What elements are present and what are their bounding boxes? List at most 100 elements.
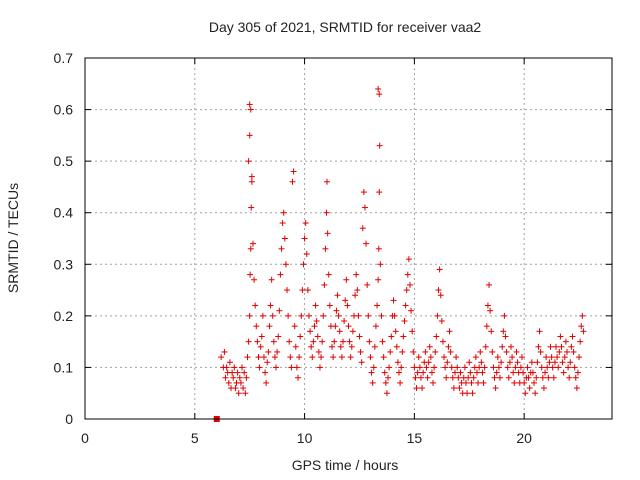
data-point — [340, 338, 347, 345]
data-point — [255, 354, 262, 361]
data-point — [366, 338, 373, 345]
data-point — [478, 359, 485, 366]
data-point — [550, 374, 557, 381]
data-point — [324, 230, 331, 237]
data-point — [309, 354, 316, 361]
data-point — [487, 307, 494, 314]
data-point — [282, 261, 289, 268]
data-point — [482, 343, 489, 350]
data-point — [333, 307, 340, 314]
data-point — [269, 312, 276, 319]
data-point — [537, 348, 544, 355]
data-point — [314, 333, 321, 340]
data-point — [479, 369, 486, 376]
data-point — [358, 359, 365, 366]
data-point — [321, 281, 328, 288]
y-tick-label: 0.4 — [54, 205, 74, 221]
data-point — [243, 374, 250, 381]
data-point — [468, 379, 475, 386]
data-point — [291, 323, 298, 330]
data-point — [276, 307, 283, 314]
data-point — [246, 312, 253, 319]
data-point — [511, 379, 518, 386]
data-point — [301, 235, 308, 242]
data-point — [408, 307, 415, 314]
data-point — [507, 343, 514, 350]
data-point — [229, 369, 236, 376]
data-point — [501, 312, 508, 319]
data-point — [247, 245, 254, 252]
y-tick-label: 0.2 — [54, 308, 74, 324]
data-point — [300, 261, 307, 268]
chart-title: Day 305 of 2021, SRMTID for receiver vaa… — [209, 19, 482, 35]
data-point — [535, 343, 542, 350]
data-point — [222, 374, 229, 381]
data-point — [577, 338, 584, 345]
x-tick-labels: 0 5 10 15 20 — [81, 430, 532, 446]
data-point — [514, 359, 521, 366]
data-point — [270, 338, 277, 345]
data-point — [297, 333, 304, 340]
data-point — [284, 287, 291, 294]
data-point — [525, 374, 532, 381]
data-point — [286, 338, 293, 345]
data-point — [423, 364, 430, 371]
data-point — [542, 369, 549, 376]
data-point — [242, 390, 249, 397]
data-point — [445, 343, 452, 350]
data-point — [376, 142, 383, 149]
data-point — [307, 328, 314, 335]
y-tick-label: 0.5 — [54, 153, 74, 169]
data-point — [499, 343, 506, 350]
data-point — [265, 348, 272, 355]
data-point — [449, 374, 456, 381]
data-point — [483, 323, 490, 330]
data-point — [573, 385, 580, 392]
data-point — [480, 379, 487, 386]
data-point — [304, 287, 311, 294]
data-point — [236, 374, 243, 381]
data-point — [454, 364, 461, 371]
data-point — [412, 374, 419, 381]
data-point — [545, 374, 552, 381]
data-point — [246, 132, 253, 139]
data-point — [455, 374, 462, 381]
data-point — [433, 333, 440, 340]
data-point — [257, 343, 264, 350]
data-point — [404, 271, 411, 278]
data-point — [312, 302, 319, 309]
data-point — [538, 364, 545, 371]
data-point — [365, 312, 372, 319]
data-point — [399, 348, 406, 355]
y-tick-label: 0.7 — [54, 50, 74, 66]
data-point — [254, 338, 261, 345]
data-point — [477, 348, 484, 355]
data-point — [394, 359, 401, 366]
data-point — [576, 354, 583, 361]
data-point — [493, 369, 500, 376]
data-point — [278, 245, 285, 252]
data-point — [285, 312, 292, 319]
data-point — [352, 292, 359, 299]
data-point — [346, 338, 353, 345]
data-point — [510, 369, 517, 376]
data-point — [287, 354, 294, 361]
data-point — [251, 276, 258, 283]
y-tick-label: 0.6 — [54, 102, 74, 118]
data-point — [462, 379, 469, 386]
data-point — [315, 348, 322, 355]
data-point — [247, 271, 254, 278]
data-point — [387, 348, 394, 355]
data-point — [260, 354, 267, 361]
data-point — [461, 364, 468, 371]
data-point — [457, 369, 464, 376]
data-point — [375, 276, 382, 283]
data-point — [253, 323, 260, 330]
data-point — [259, 312, 266, 319]
data-point — [372, 323, 379, 330]
data-point — [218, 354, 225, 361]
data-point — [281, 235, 288, 242]
data-point — [296, 354, 303, 361]
data-point — [248, 204, 255, 211]
data-point — [342, 297, 349, 304]
